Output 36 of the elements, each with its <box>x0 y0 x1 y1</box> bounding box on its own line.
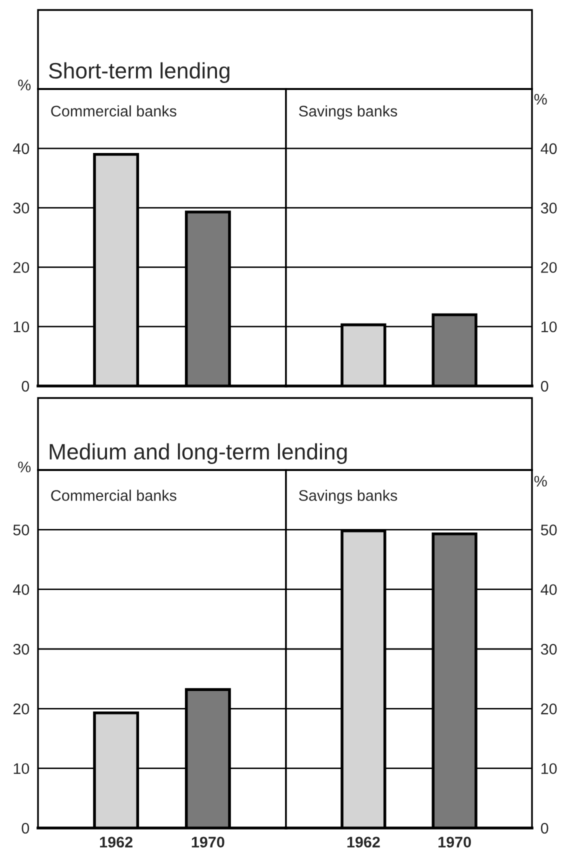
y-tick-label: 20 <box>13 704 30 714</box>
y2-tick-label: 30 <box>540 644 557 655</box>
y-tick-label: 10 <box>14 321 30 332</box>
y-tick-label: 0 <box>22 380 30 392</box>
y-tick-label: 30 <box>13 644 30 655</box>
text: Savings banks <box>298 490 398 504</box>
y2-tick-label: 20 <box>541 704 557 714</box>
y2-tick-label: 40 <box>540 143 557 154</box>
x-tick-label: 1970 <box>192 836 224 848</box>
y-tick-label: 50 <box>13 524 30 536</box>
y2-tick-label: 10 <box>542 763 557 774</box>
y2-tick-label: 0 <box>540 822 548 834</box>
y-axis-title: % <box>18 80 31 90</box>
y-tick-label: 40 <box>13 143 30 154</box>
x-tick-label: 1962 <box>347 836 380 848</box>
y2-tick-label: 10 <box>542 321 557 332</box>
text: Commercial banks <box>51 490 176 501</box>
x-tick-label: 1962 <box>100 836 132 848</box>
y-tick-label: 10 <box>14 763 30 774</box>
x-tick-label: 1970 <box>438 836 471 848</box>
y2-tick-label: 50 <box>540 524 557 536</box>
chart-title: Short-term lending <box>49 62 230 83</box>
y2-tick-label: 0 <box>540 380 548 392</box>
y2-tick-label: 30 <box>540 202 557 214</box>
y-tick-label: 20 <box>13 262 30 273</box>
text: Commercial banks <box>51 105 176 117</box>
y2-tick-label: 20 <box>541 262 557 273</box>
y2-axis-title: % <box>534 476 547 487</box>
y2-tick-label: 40 <box>540 584 557 596</box>
y-tick-label: 40 <box>13 584 30 596</box>
y-tick-label: 30 <box>13 202 30 214</box>
y-axis-title: % <box>18 462 31 472</box>
y2-axis-title: % <box>534 94 547 105</box>
text: Savings banks <box>298 105 398 120</box>
chart-title: Medium and long-term lending <box>50 443 347 464</box>
y-tick-label: 0 <box>22 822 30 834</box>
